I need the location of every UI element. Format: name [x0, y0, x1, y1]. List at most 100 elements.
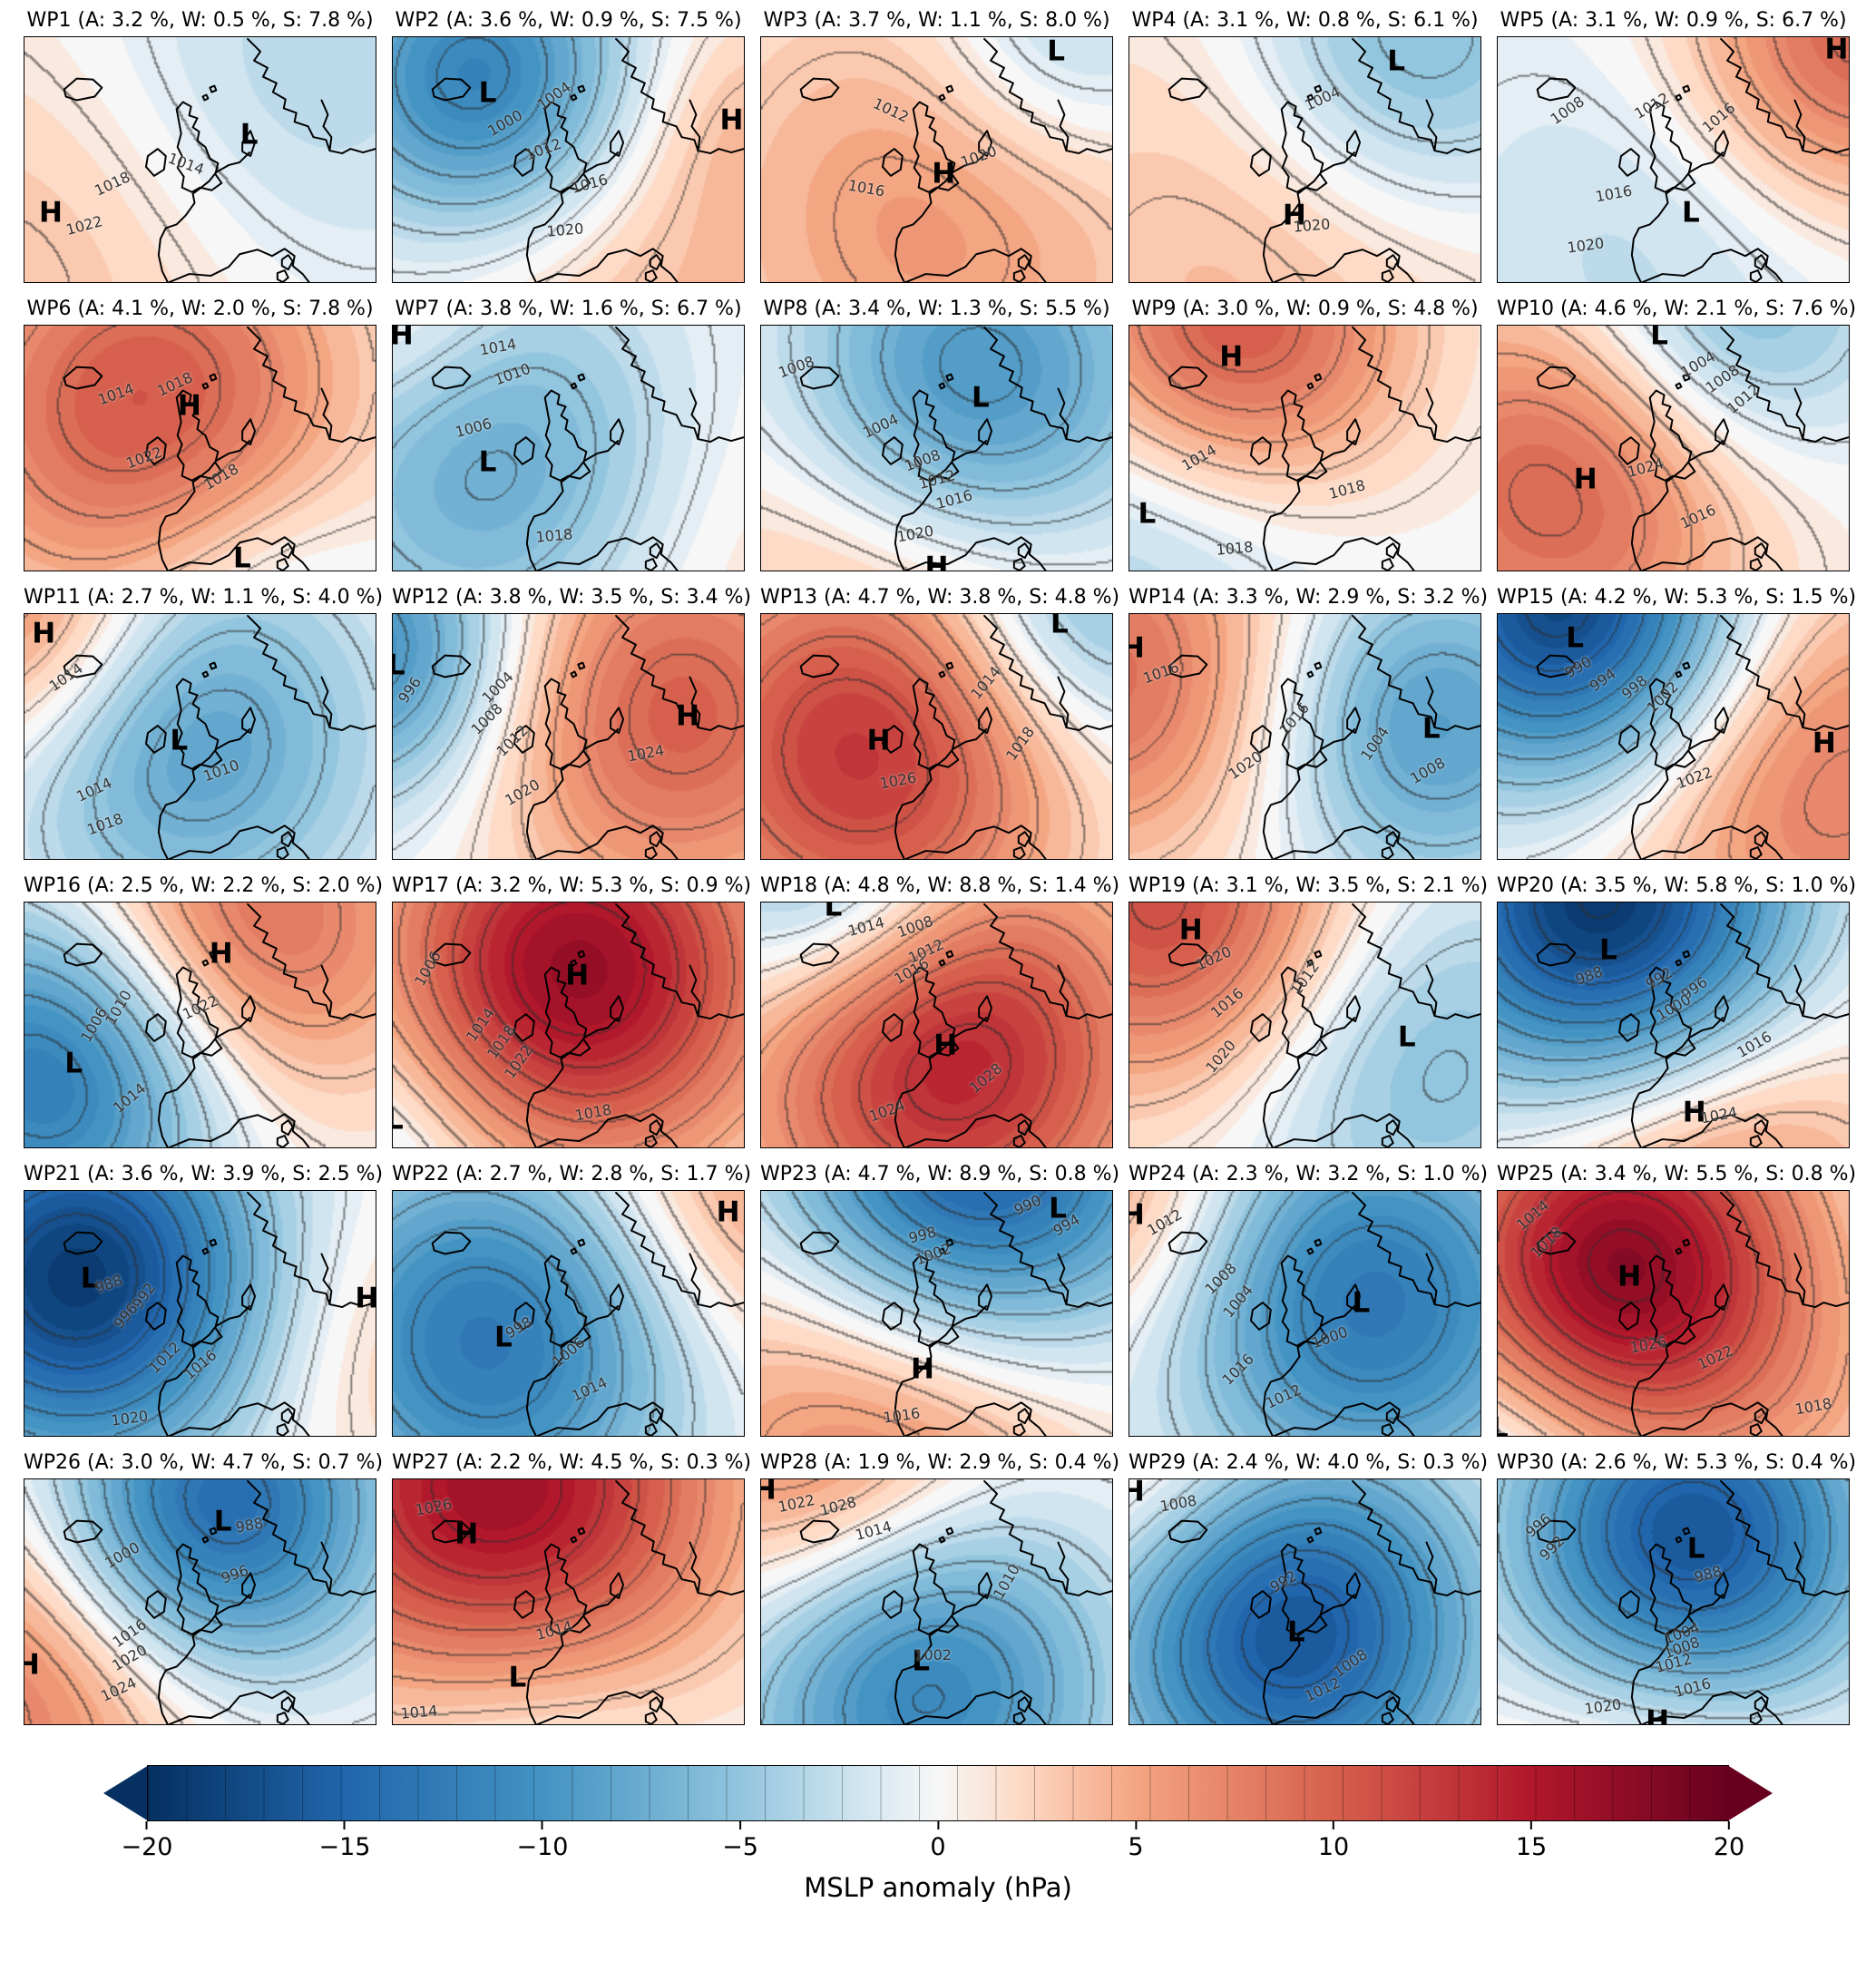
wp-panel: WP11 (A: 2.7 %, W: 1.1 %, S: 4.0 %) H L 10… [24, 584, 383, 860]
colorbar-tick: 20 [1714, 1821, 1744, 1861]
panel-title: WP10 (A: 4.6 %, W: 2.1 %, S: 7.6 %) [1497, 298, 1857, 320]
low-pressure-marker: L [1286, 1615, 1305, 1649]
high-pressure-marker: H [1646, 1704, 1670, 1725]
panel-title: WP14 (A: 3.3 %, W: 2.9 %, S: 3.2 %) [1129, 586, 1489, 609]
wp-panel: WP20 (A: 3.5 %, W: 5.8 %, S: 1.0 %) L H 98… [1497, 873, 1857, 1148]
panel-title: WP21 (A: 3.6 %, W: 3.9 %, S: 2.5 %) [24, 1163, 384, 1185]
anomaly-field-canvas [393, 37, 744, 282]
anomaly-field-canvas [1129, 326, 1480, 571]
map-area: H L 1014 1026 1018 [760, 613, 1113, 860]
anomaly-field-canvas [1498, 614, 1849, 859]
wp-panel: WP6 (A: 4.1 %, W: 2.0 %, S: 7.8 %) H L 101… [24, 296, 376, 571]
wp-panel: WP23 (A: 4.7 %, W: 8.9 %, S: 0.8 %) L H 99… [760, 1161, 1120, 1437]
map-area: L H 1012 1020 1016 [760, 36, 1113, 283]
wp-panel: WP29 (A: 2.4 %, W: 4.0 %, S: 0.3 %) HL10… [1129, 1449, 1489, 1725]
wp-panel: WP28 (A: 1.9 %, W: 2.9 %, S: 0.4 %) H L10… [760, 1449, 1120, 1725]
panel-grid: WP1 (A: 3.2 %, W: 0.5 %, S: 7.8 %) H L 101… [24, 7, 1857, 1725]
high-pressure-marker: H [1219, 340, 1244, 374]
anomaly-field-canvas [24, 1479, 376, 1724]
map-area: L H 988 992 996 1000 1016 1024 [1497, 902, 1850, 1148]
wp-panel: WP7 (A: 3.8 %, W: 1.6 %, S: 6.7 %) H L 101… [392, 296, 745, 571]
colorbar-tick: −10 [516, 1821, 569, 1861]
colorbar-left-arrow-icon [103, 1765, 149, 1821]
panel-title: WP3 (A: 3.7 %, W: 1.1 %, S: 8.0 %) [763, 9, 1110, 32]
high-pressure-marker: H [565, 959, 590, 992]
low-pressure-marker: L [1686, 1532, 1705, 1566]
wp-panel: WP18 (A: 4.8 %, W: 8.8 %, S: 1.4 %) L H 10… [760, 873, 1120, 1148]
high-pressure-marker: H [1129, 1479, 1145, 1506]
colorbar-ticks: −20 −15 −10 −5 0 5 10 15 20 [122, 1821, 1744, 1865]
anomaly-field-canvas [393, 1191, 744, 1436]
colorbar-tick: 0 [930, 1821, 946, 1861]
panel-title: WP28 (A: 1.9 %, W: 2.9 %, S: 0.4 %) [760, 1451, 1120, 1474]
map-area: L H 1008 1004 1008 1012 1016 1020 [760, 325, 1113, 571]
colorbar-right-arrow-icon [1727, 1765, 1773, 1821]
high-pressure-marker: H [924, 551, 949, 571]
high-pressure-marker: H [1282, 199, 1306, 232]
high-pressure-marker: H [1129, 1201, 1145, 1230]
anomaly-field-canvas [393, 902, 744, 1147]
map-area: HL100899210081012 [1129, 1478, 1481, 1725]
panel-title: WP29 (A: 2.4 %, W: 4.0 %, S: 0.3 %) [1129, 1451, 1489, 1474]
panel-title: WP18 (A: 4.8 %, W: 8.8 %, S: 1.4 %) [760, 874, 1120, 897]
wp-panel: WP17 (A: 3.2 %, W: 5.3 %, S: 0.9 %) HL10… [392, 873, 751, 1148]
map-area: H L 1026 1014 1014 [392, 1478, 745, 1725]
map-area: H L 1014 1018 1022 1018 [24, 325, 376, 571]
wp-panel: WP30 (A: 2.6 %, W: 5.3 %, S: 0.4 %) L H 99… [1497, 1449, 1857, 1725]
low-pressure-marker: L [1681, 196, 1700, 229]
low-pressure-marker: L [1352, 1286, 1371, 1320]
low-pressure-marker: L [1498, 1414, 1509, 1436]
map-area: L H 990 994 998 1002 1022 [1497, 613, 1850, 860]
low-pressure-marker: L [233, 541, 251, 571]
panel-title: WP30 (A: 2.6 %, W: 5.3 %, S: 0.4 %) [1497, 1451, 1857, 1474]
anomaly-field-canvas [1498, 902, 1849, 1147]
wp-panel: WP3 (A: 3.7 %, W: 1.1 %, S: 8.0 %) L H 101… [760, 7, 1113, 283]
colorbar-axis-label: MSLP anomaly (hPa) [804, 1872, 1072, 1903]
high-pressure-marker: H [392, 325, 414, 352]
wp-panel: WP25 (A: 3.4 %, W: 5.5 %, S: 0.8 %) HL10… [1497, 1161, 1857, 1437]
colorbar-gradient [147, 1765, 1729, 1821]
panel-title: WP8 (A: 3.4 %, W: 1.3 %, S: 5.5 %) [763, 298, 1110, 320]
wp-panel: WP22 (A: 2.7 %, W: 2.8 %, S: 1.7 %) L H 99… [392, 1161, 751, 1437]
map-area: L H 1000 1004 1012 1016 1020 [392, 36, 745, 283]
anomaly-field-canvas [393, 1479, 744, 1724]
low-pressure-marker: L [1397, 1020, 1416, 1053]
high-pressure-marker: H [933, 1029, 958, 1062]
tick-label: 10 [1317, 1833, 1350, 1861]
wp-panel: WP15 (A: 4.2 %, W: 5.3 %, S: 1.5 %) L H 99… [1497, 584, 1856, 860]
panel-title: WP26 (A: 3.0 %, W: 4.7 %, S: 0.7 %) [24, 1451, 384, 1474]
high-pressure-marker: H [1824, 36, 1849, 65]
tick-mark [1135, 1821, 1137, 1829]
anomaly-field-canvas [1129, 37, 1480, 282]
panel-title: WP25 (A: 3.4 %, W: 5.5 %, S: 0.8 %) [1497, 1163, 1857, 1185]
panel-title: WP23 (A: 4.7 %, W: 8.9 %, S: 0.8 %) [760, 1163, 1120, 1185]
wp-panel: WP21 (A: 3.6 %, W: 3.9 %, S: 2.5 %) L H 98… [24, 1161, 384, 1437]
tick-mark [937, 1821, 939, 1829]
map-area: HL101210081004100010161012 [1129, 1190, 1481, 1437]
high-pressure-marker: H [1129, 634, 1145, 662]
wp-panel: WP24 (A: 2.3 %, W: 3.2 %, S: 1.0 %) HL10… [1129, 1161, 1489, 1437]
tick-label: −15 [318, 1833, 371, 1861]
contour-label: 1020 [545, 220, 584, 241]
tick-mark [541, 1821, 543, 1829]
high-pressure-marker: H [1573, 463, 1598, 496]
panel-title: WP24 (A: 2.3 %, W: 3.2 %, S: 1.0 %) [1129, 1163, 1489, 1185]
high-pressure-marker: H [1617, 1260, 1642, 1293]
map-area: H L 1020 1016 1012 1020 [1129, 902, 1481, 1148]
low-pressure-marker: L [1049, 1192, 1067, 1225]
panel-title: WP6 (A: 4.1 %, W: 2.0 %, S: 7.8 %) [26, 298, 374, 320]
wp-panel: WP8 (A: 3.4 %, W: 1.3 %, S: 5.5 %) L H 100… [760, 296, 1113, 571]
map-area: H L 1008 1012 1016 1016 1020 [1497, 36, 1850, 283]
anomaly-field-canvas [24, 326, 376, 571]
wp-panel: WP13 (A: 4.7 %, W: 3.8 %, S: 4.8 %) H L 10… [760, 584, 1119, 860]
anomaly-field-canvas [24, 1191, 376, 1436]
map-area: LH99610041008101210201024 [392, 613, 745, 860]
wp-panel: WP1 (A: 3.2 %, W: 0.5 %, S: 7.8 %) H L 101… [24, 7, 376, 283]
panel-title: WP20 (A: 3.5 %, W: 5.8 %, S: 1.0 %) [1497, 874, 1857, 897]
tick-label: −10 [516, 1833, 569, 1861]
map-area: HL10141018102610221018 [1497, 1190, 1850, 1437]
map-area: H L 1014 1010 1014 1018 [24, 613, 376, 860]
map-area: L H 1004 1008 1012 1024 1016 [1497, 325, 1850, 571]
map-area: L H 990 994 998 1002 1016 [760, 1190, 1113, 1437]
tick-label: 5 [1128, 1833, 1144, 1861]
